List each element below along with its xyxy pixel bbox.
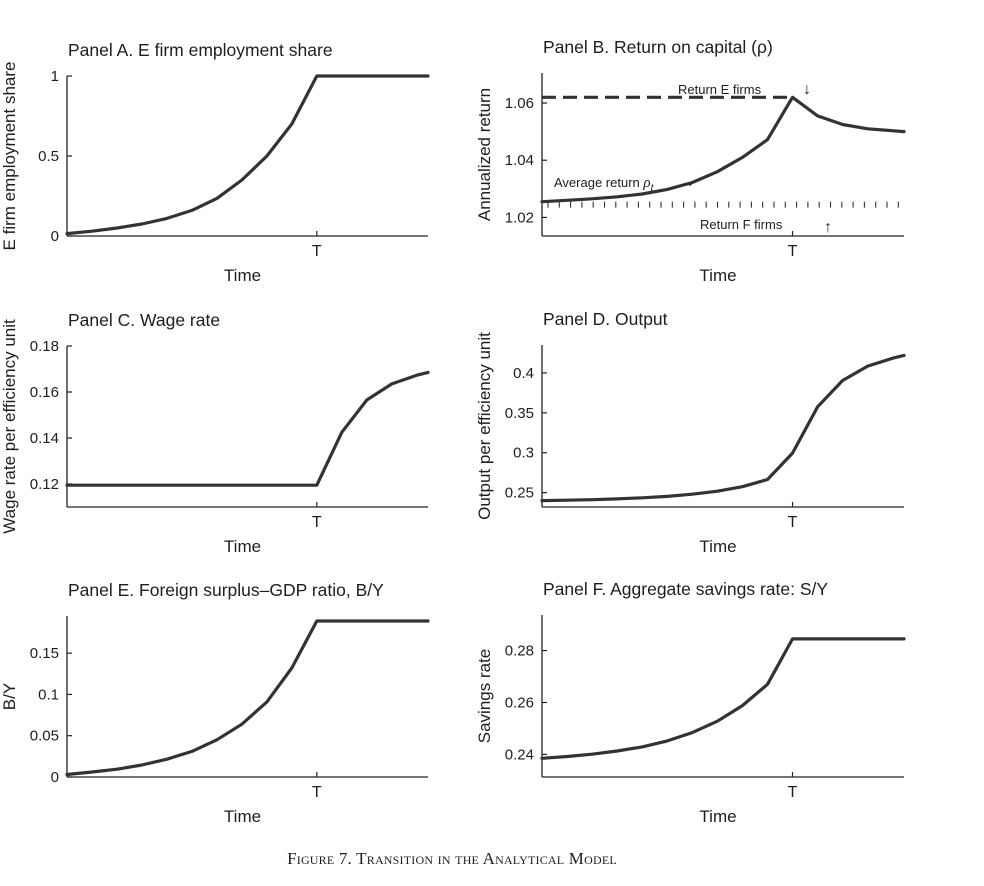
y-tick-label: 1.02 <box>505 209 534 226</box>
y-tick-label: 0.35 <box>505 405 534 422</box>
y-tick-label: 0.05 <box>30 728 59 745</box>
y-tick-label: 0.26 <box>505 694 534 711</box>
x-axis-label: Time <box>699 537 736 556</box>
panel-f: Panel F. Aggregate savings rate: S/Y Savi… <box>475 579 906 826</box>
wage-rate-line <box>65 370 430 487</box>
e-firm-employment-share-line <box>65 74 430 236</box>
y-tick-label: 0.15 <box>30 645 59 662</box>
panel-e: Panel E. Foreign surplus–GDP ratio, B/Y B… <box>0 580 430 826</box>
savings-rate-line <box>540 637 906 760</box>
panel-title: Panel D. Output <box>543 309 668 329</box>
x-tick-label: T <box>788 243 798 260</box>
average-return-label: Average return ρt <box>554 175 655 194</box>
output-line <box>540 353 906 503</box>
y-tick-label: 0.5 <box>38 148 59 165</box>
return-e-firms-label: Return E firms <box>678 82 762 97</box>
y-tick-label: 0 <box>51 769 59 786</box>
y-axis-label: Savings rate <box>475 649 494 744</box>
y-axis-label: B/Y <box>0 683 19 710</box>
y-tick-label: 0.1 <box>38 686 59 703</box>
panel-title: Panel C. Wage rate <box>68 310 220 330</box>
panel-title: Panel B. Return on capital (ρ) <box>543 37 773 57</box>
x-axis-label: Time <box>224 807 261 826</box>
y-tick-label: 0 <box>51 228 59 245</box>
y-tick-label: 1.06 <box>505 95 534 112</box>
y-tick-label: 0.14 <box>30 430 59 447</box>
y-tick-label: 0.28 <box>505 643 534 660</box>
y-tick-label: 0.25 <box>505 485 534 502</box>
panel-title: Panel F. Aggregate savings rate: S/Y <box>543 579 828 599</box>
y-tick-label: 0.3 <box>513 445 534 462</box>
y-tick-label: 0.16 <box>30 384 59 401</box>
panel-b: Panel B. Return on capital (ρ) Annualized… <box>475 37 906 285</box>
figure-caption: Figure 7. Transition in the Analytical M… <box>287 849 617 868</box>
average-return-arrow: → <box>679 174 695 191</box>
y-axis-label: Wage rate per efficiency unit <box>0 319 19 534</box>
x-tick-label: T <box>312 784 322 801</box>
return-f-firms-label: Return F firms <box>700 217 783 232</box>
y-axis-label: E firm employment share <box>0 62 19 251</box>
x-tick-label: T <box>312 514 322 531</box>
average-return-t-line <box>540 95 906 204</box>
panel-title: Panel A. E firm employment share <box>68 40 333 60</box>
x-axis-label: Time <box>224 266 261 285</box>
x-tick-label: T <box>788 514 798 531</box>
x-tick-label: T <box>788 784 798 801</box>
panel-d: Panel D. Output Output per efficiency uni… <box>475 309 906 556</box>
x-axis-label: Time <box>699 266 736 285</box>
y-tick-label: 0.12 <box>30 476 59 493</box>
y-axis-label: Annualized return <box>475 88 494 221</box>
panel-a: Panel A. E firm employment share E firm e… <box>0 40 430 285</box>
x-axis-label: Time <box>699 807 736 826</box>
y-tick-label: 0.18 <box>30 338 59 355</box>
panel-title: Panel E. Foreign surplus–GDP ratio, B/Y <box>68 580 384 600</box>
x-axis-label: Time <box>224 537 261 556</box>
return-e-firms-arrow: ↓ <box>803 81 811 98</box>
y-tick-label: 0.24 <box>505 746 534 763</box>
b-y-line <box>65 619 430 777</box>
y-axis-label: Output per efficiency unit <box>475 332 494 520</box>
panel-c: Panel C. Wage rate Wage rate per efficien… <box>0 310 430 556</box>
y-tick-label: 1.04 <box>505 152 534 169</box>
x-tick-label: T <box>312 243 322 260</box>
y-tick-label: 1 <box>51 68 59 85</box>
return-f-firms-arrow: ↑ <box>824 219 832 236</box>
y-tick-label: 0.4 <box>513 365 534 382</box>
